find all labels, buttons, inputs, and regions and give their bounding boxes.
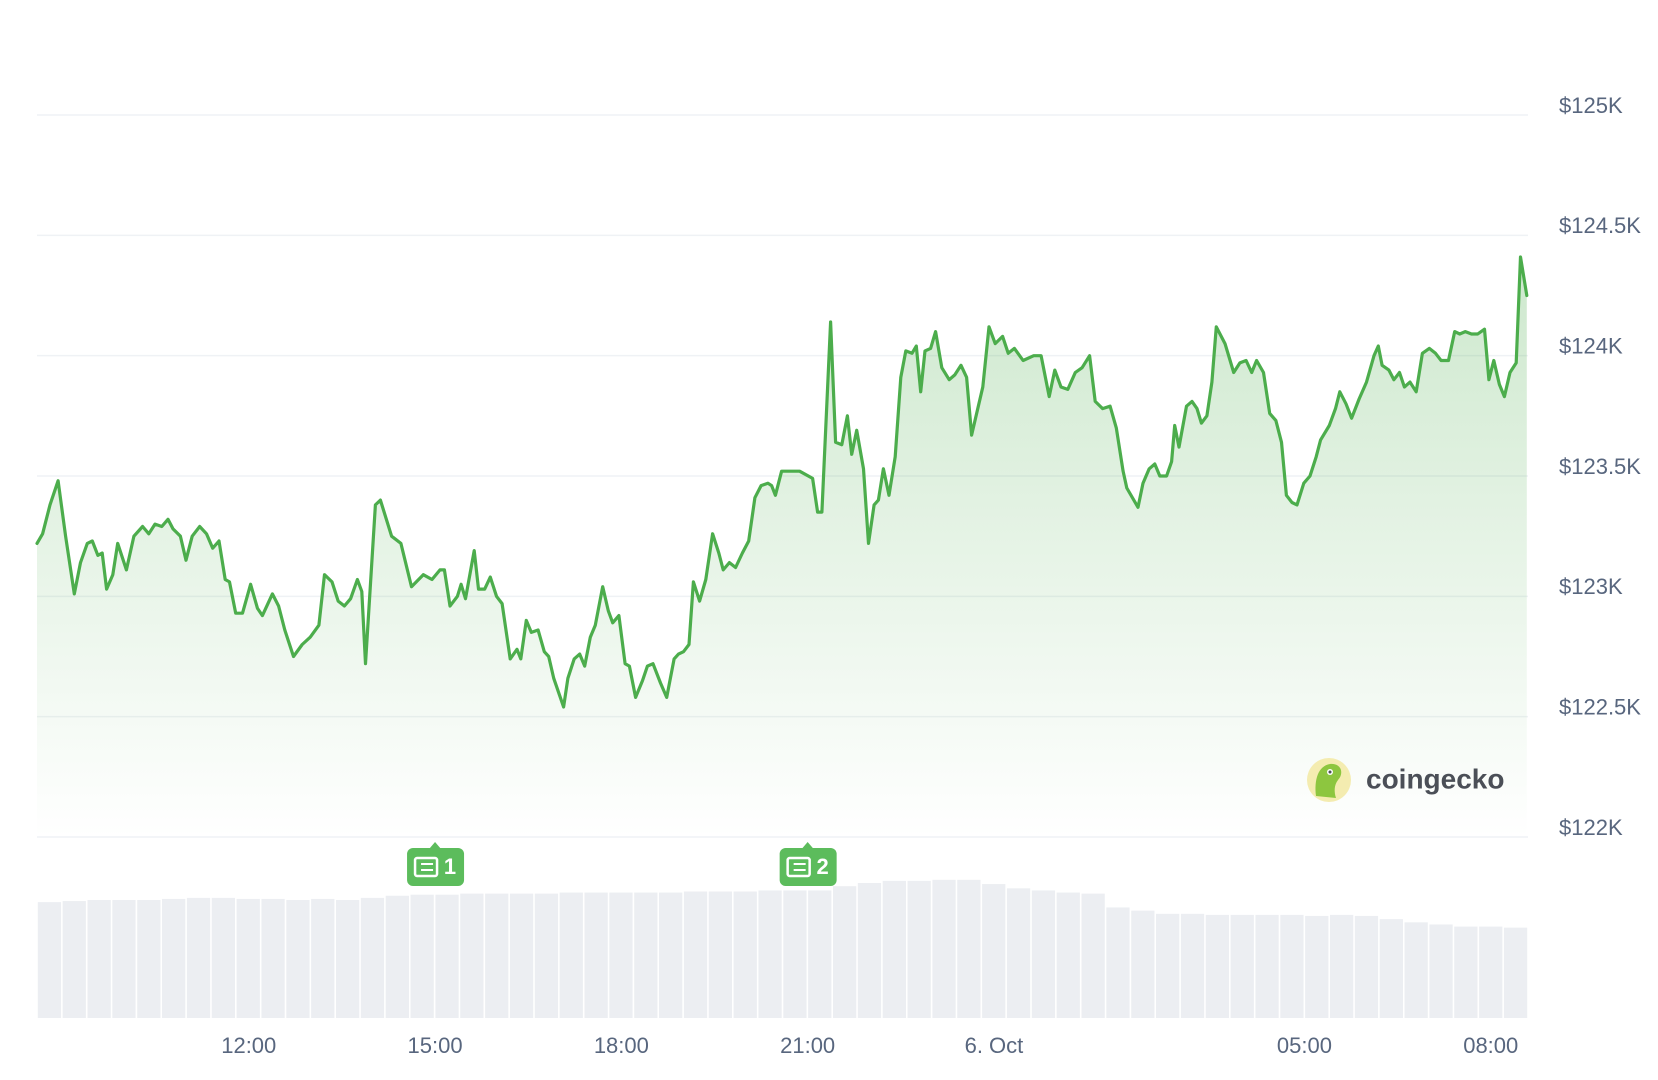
volume-bar (833, 886, 857, 1018)
volume-bar (609, 892, 633, 1018)
volume-bar (1404, 922, 1428, 1018)
volume-bar (1379, 919, 1403, 1018)
y-tick-label: $124K (1559, 333, 1623, 358)
volume-bar (460, 893, 484, 1018)
x-tick-label: 08:00 (1463, 1033, 1518, 1058)
volume-bar (708, 891, 732, 1018)
volume-bar (385, 895, 409, 1018)
volume-bar (808, 890, 832, 1018)
volume-bar (1205, 914, 1229, 1018)
volume-bar (410, 894, 434, 1018)
badge-icon (413, 856, 439, 878)
volume-bar (1156, 913, 1180, 1018)
badge-pointer (429, 842, 442, 849)
volume-bar (211, 897, 235, 1018)
volume-bar (311, 898, 335, 1018)
price-area (37, 257, 1527, 837)
volume-bar (534, 893, 559, 1018)
volume-bar (1230, 914, 1254, 1018)
x-tick-label: 15:00 (408, 1033, 463, 1058)
volume-bar (1006, 888, 1031, 1018)
y-tick-label: $125K (1559, 93, 1623, 118)
volume-bar (1354, 915, 1379, 1018)
volume-bar (659, 892, 683, 1018)
volume-bar (261, 898, 285, 1018)
volume-bar (1131, 910, 1155, 1018)
volume-bar (87, 900, 111, 1018)
volume-bar (1031, 890, 1056, 1018)
volume-bar (509, 893, 534, 1018)
y-tick-label: $122K (1559, 815, 1623, 840)
volume-bar (882, 880, 906, 1018)
badge-count: 2 (817, 854, 829, 879)
volume-bar (758, 890, 782, 1018)
news-badge[interactable]: 1 (407, 842, 465, 886)
volume-bar (236, 898, 260, 1018)
volume-bar (559, 892, 583, 1018)
volume-bar (957, 879, 981, 1018)
y-tick-label: $123K (1559, 574, 1623, 599)
volume-bar (1255, 914, 1279, 1018)
volume-bar (1479, 926, 1503, 1018)
x-tick-label: 05:00 (1277, 1033, 1332, 1058)
watermark-logo (1307, 758, 1351, 802)
x-tick-label: 21:00 (780, 1033, 835, 1058)
volume-bar (162, 898, 186, 1018)
volume-bar (62, 901, 86, 1018)
volume-bar (336, 900, 360, 1018)
volume-bar (435, 894, 459, 1018)
volume-bar (683, 891, 708, 1018)
volume-bar (186, 897, 211, 1018)
badge-icon (786, 856, 811, 878)
volume-bar (907, 880, 931, 1018)
volume-bar (286, 900, 310, 1018)
badge-pointer (801, 842, 814, 849)
volume-bar (1429, 924, 1453, 1018)
volume-bar (1180, 913, 1205, 1018)
volume-bar (1330, 914, 1354, 1018)
volume-bar (932, 879, 956, 1018)
volume-bar (137, 900, 161, 1018)
badge-count: 1 (444, 854, 456, 879)
volume-bar (1081, 893, 1105, 1018)
volume-bar (783, 890, 807, 1018)
volume-bar (1305, 915, 1329, 1018)
volume-bar (360, 897, 385, 1018)
volume-bar (1056, 892, 1080, 1018)
y-tick-label: $124.5K (1559, 213, 1641, 238)
price-line (35, 255, 1529, 709)
volume-bar (1503, 927, 1528, 1018)
news-badge[interactable]: 2 (779, 842, 837, 886)
volume-bar (733, 891, 757, 1018)
x-tick-label: 18:00 (594, 1033, 649, 1058)
volume-bar (37, 902, 62, 1018)
volume-bar (485, 893, 509, 1018)
volume-bar (112, 900, 136, 1018)
x-tick-label: 6. Oct (965, 1033, 1024, 1058)
volume-bar (634, 892, 658, 1018)
volume-bar (584, 892, 608, 1018)
volume-bar (982, 884, 1006, 1018)
y-tick-label: $122.5K (1559, 694, 1641, 719)
volume-bar (1280, 914, 1304, 1018)
volume-bar (857, 882, 882, 1018)
volume-bar (1106, 907, 1130, 1018)
volume-bar (1454, 926, 1478, 1018)
y-tick-label: $123.5K (1559, 454, 1641, 479)
x-tick-label: 12:00 (221, 1033, 276, 1058)
watermark-text: coingecko (1366, 763, 1504, 794)
